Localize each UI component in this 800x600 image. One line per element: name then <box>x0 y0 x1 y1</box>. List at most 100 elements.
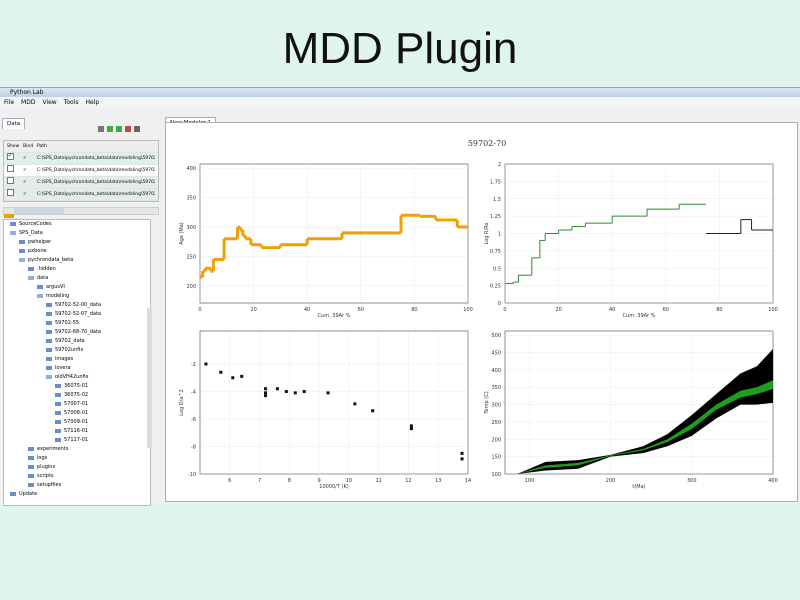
menu-item[interactable]: File <box>4 99 15 106</box>
tree-node[interactable]: pwhelper <box>4 238 150 247</box>
y-tick-label: -8 <box>191 445 196 451</box>
tree-label: 59702-68-70_data <box>55 329 102 335</box>
tree-node[interactable]: 57116-01 <box>4 427 150 436</box>
x-tick-label: 100 <box>525 478 535 484</box>
tree-label: modeling <box>46 293 70 299</box>
tree-node[interactable]: logs <box>4 454 150 463</box>
tree-node[interactable]: 36075-01 <box>4 382 150 391</box>
y-tick-label: 1 <box>498 232 501 238</box>
tree-label: 57007-01 <box>64 401 89 407</box>
x-axis-label: Cum. 39Ar % <box>623 313 656 319</box>
folder-icon <box>46 374 52 379</box>
tree-node[interactable]: lovera <box>4 364 150 373</box>
y-tick-label: 2 <box>498 162 501 168</box>
y-tick-label: 0.75 <box>490 249 501 255</box>
point <box>353 402 357 406</box>
tree-node[interactable]: oldVH42unfix <box>4 373 150 382</box>
y-tick-label: 300 <box>186 225 196 231</box>
data-tab[interactable]: Data <box>2 118 26 129</box>
table-row[interactable]: ✔ C:\SPS_Data\pychrondata_beta\data\model… <box>4 165 158 177</box>
tree-node[interactable]: 57007-01 <box>4 400 150 409</box>
tree-node[interactable]: scripts <box>4 472 150 481</box>
menu-item[interactable]: Help <box>85 99 100 106</box>
menu-item[interactable]: View <box>42 99 57 106</box>
x-tick-label: 20 <box>250 307 256 313</box>
tree-node[interactable]: 59702-52-07_data <box>4 310 150 319</box>
y-tick-label: 1.5 <box>493 197 501 203</box>
tree-node[interactable]: 59702-55 <box>4 319 150 328</box>
tree-node[interactable]: pychrondata_beta <box>4 256 150 265</box>
plot-group: 59702-70 0 20 40 60 80 100200250300350400Cum.… <box>179 139 778 490</box>
y-tick-label: -10 <box>188 472 196 478</box>
tree-node[interactable]: pxbone <box>4 247 150 256</box>
tree-label: 57117-01 <box>64 437 89 443</box>
show-checkbox[interactable] <box>7 189 14 196</box>
tree-node[interactable]: plugins <box>4 463 150 472</box>
point <box>302 390 306 393</box>
tree-node[interactable]: experiments <box>4 445 150 454</box>
y-tick-label: 100 <box>491 472 501 478</box>
path-cell: C:\SPS_Data\pychrondata_beta\data\modeli… <box>37 180 155 185</box>
menu-item[interactable]: MDD <box>21 99 36 106</box>
path-cell: C:\SPS_Data\pychrondata_beta\data\modeli… <box>37 156 155 161</box>
item-icon <box>28 455 34 460</box>
tree-node[interactable]: argusVI <box>4 283 150 292</box>
item-icon <box>37 284 43 289</box>
item-icon <box>55 428 61 433</box>
tree-node[interactable]: 59702_data <box>4 337 150 346</box>
tool-icon[interactable] <box>116 126 122 132</box>
x-tick-label: 80 <box>716 307 722 313</box>
show-checkbox[interactable] <box>7 177 14 184</box>
table-row[interactable]: ✔ ✔ C:\SPS_Data\pychrondata_beta\data\mode… <box>4 153 158 165</box>
x-tick-label: 6 <box>228 478 231 484</box>
tree-label: data <box>37 275 49 281</box>
y-axis-label: Age (Ma) <box>179 222 185 245</box>
table-row[interactable]: ✔ C:\SPS_Data\pychrondata_beta\data\model… <box>4 189 158 201</box>
item-icon <box>46 302 52 307</box>
show-checkbox[interactable] <box>7 165 14 172</box>
y-tick-label: 300 <box>491 403 501 409</box>
x-tick-label: 80 <box>411 307 417 313</box>
tree-node[interactable]: 59702-68-70_data <box>4 328 150 337</box>
tree-node[interactable]: 59702unfix <box>4 346 150 355</box>
path-cell: C:\SPS_Data\pychrondata_beta\data\modeli… <box>37 192 155 197</box>
item-icon <box>28 464 34 469</box>
tree-label: 36075-02 <box>64 392 89 398</box>
tree-label: images <box>55 356 74 362</box>
splitter-arrows[interactable] <box>4 214 14 218</box>
tool-icon[interactable] <box>134 126 140 132</box>
show-cell <box>4 177 23 188</box>
h-scrollbar[interactable] <box>3 207 159 215</box>
tool-icon[interactable] <box>98 126 104 132</box>
tool-icon[interactable] <box>107 126 113 132</box>
toolbar <box>98 126 154 134</box>
y-tick-label: 450 <box>491 351 501 357</box>
x-tick-label: 40 <box>609 307 615 313</box>
tree-node[interactable]: 59702-52-00_data <box>4 301 150 310</box>
tree-node[interactable]: Update <box>4 490 150 499</box>
v-scrollbar[interactable] <box>147 308 152 448</box>
item-icon <box>19 239 25 244</box>
plot-frame <box>199 163 469 304</box>
tree-node[interactable]: modeling <box>4 292 150 301</box>
point <box>264 394 268 398</box>
tree-node[interactable]: setupfiles <box>4 481 150 490</box>
menu-item[interactable]: Tools <box>63 99 79 106</box>
tree-node[interactable]: 57008-01 <box>4 409 150 418</box>
tree-node[interactable]: SPS_Data <box>4 229 150 238</box>
tree-node[interactable]: images <box>4 355 150 364</box>
tool-icon[interactable] <box>125 126 131 132</box>
table-row[interactable]: ✔ C:\SPS_Data\pychrondata_beta\data\model… <box>4 177 158 189</box>
x-tick-label: 11 <box>375 478 381 484</box>
item-icon <box>28 482 34 487</box>
show-checkbox[interactable]: ✔ <box>7 153 14 160</box>
tree-node[interactable]: .hidden <box>4 265 150 274</box>
tree-node[interactable]: 57009-01 <box>4 418 150 427</box>
tree-node[interactable]: data <box>4 274 150 283</box>
tree-node[interactable]: 36075-02 <box>4 391 150 400</box>
tree-node[interactable]: 57117-01 <box>4 436 150 445</box>
scroll-thumb[interactable] <box>14 208 64 214</box>
tree-node[interactable]: SourceCodes <box>4 220 150 229</box>
tree-label: pxbone <box>28 248 47 254</box>
point <box>219 370 223 374</box>
